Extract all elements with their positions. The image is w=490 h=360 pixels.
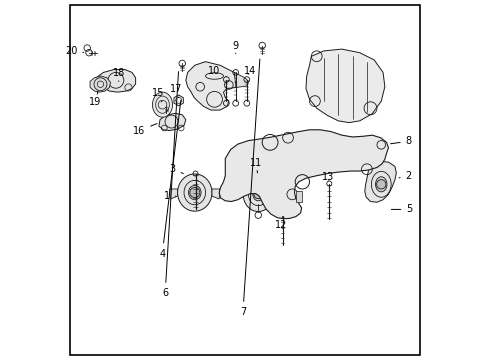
Polygon shape <box>296 192 302 202</box>
Text: 1: 1 <box>164 191 176 201</box>
Polygon shape <box>177 174 212 211</box>
Polygon shape <box>212 189 220 199</box>
Text: 17: 17 <box>170 84 182 98</box>
Ellipse shape <box>189 185 201 200</box>
Polygon shape <box>243 177 273 212</box>
Text: 3: 3 <box>170 164 183 174</box>
Text: 7: 7 <box>240 59 260 317</box>
Text: 4: 4 <box>159 100 181 258</box>
Polygon shape <box>186 62 242 110</box>
Circle shape <box>377 180 386 189</box>
Ellipse shape <box>253 188 264 201</box>
Circle shape <box>254 190 263 199</box>
Polygon shape <box>306 49 385 123</box>
Text: 14: 14 <box>244 66 256 76</box>
Text: 18: 18 <box>113 68 125 81</box>
Text: 9: 9 <box>233 41 239 54</box>
Text: 2: 2 <box>399 171 412 181</box>
Text: 8: 8 <box>391 136 412 146</box>
Text: 6: 6 <box>162 72 178 298</box>
Text: 11: 11 <box>249 158 262 173</box>
Text: 15: 15 <box>152 88 165 102</box>
Text: 10: 10 <box>208 66 226 77</box>
Text: 20: 20 <box>65 46 84 56</box>
Ellipse shape <box>375 177 387 192</box>
Polygon shape <box>90 76 111 92</box>
Text: 5: 5 <box>391 204 413 215</box>
Polygon shape <box>219 130 389 219</box>
Text: 13: 13 <box>322 172 334 182</box>
Polygon shape <box>152 92 172 117</box>
Polygon shape <box>234 72 248 87</box>
Polygon shape <box>365 161 396 202</box>
Polygon shape <box>170 189 177 199</box>
Polygon shape <box>159 113 186 131</box>
Text: 12: 12 <box>275 217 288 230</box>
Polygon shape <box>96 69 136 92</box>
Polygon shape <box>174 95 183 106</box>
Text: 19: 19 <box>89 91 101 107</box>
Text: 16: 16 <box>133 123 157 135</box>
Circle shape <box>190 188 200 198</box>
